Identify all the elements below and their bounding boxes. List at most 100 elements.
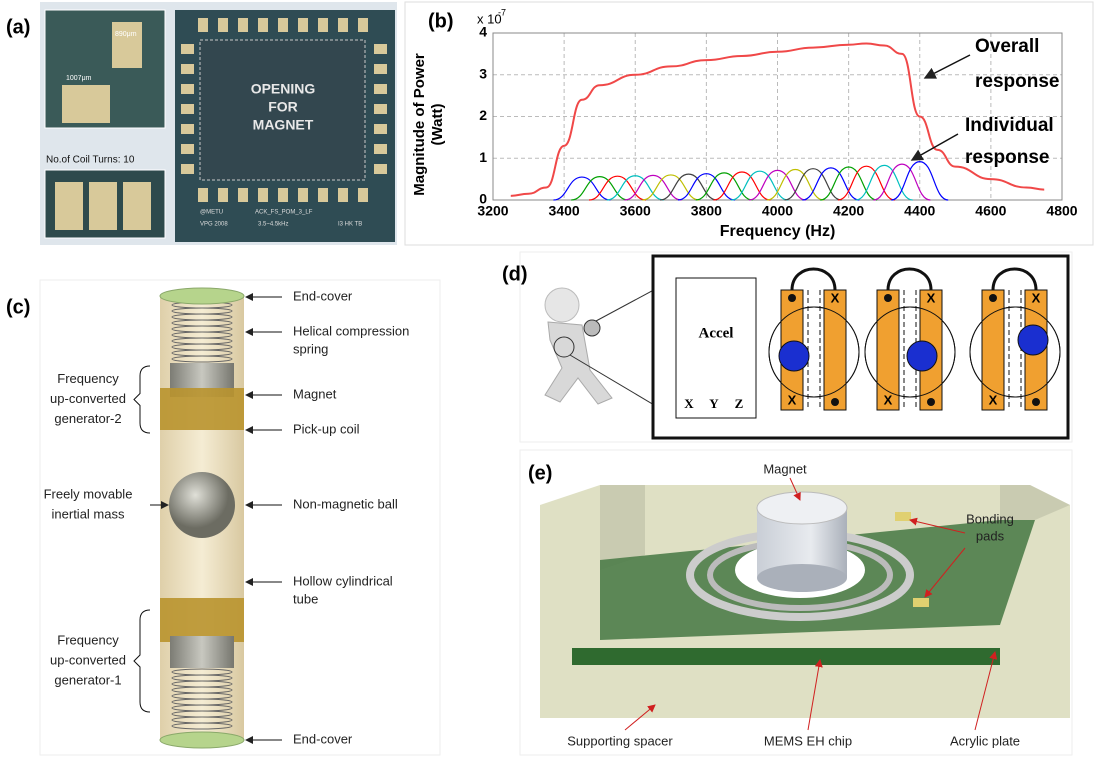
dot [1032,398,1040,406]
opening [199,39,366,181]
pad [278,188,288,202]
series-line [748,169,807,201]
wire [886,267,933,291]
coil-marker: X [831,290,840,305]
axis-letter: Z [735,396,744,411]
coil-turns: No.of Coil Turns: 10 [46,155,135,166]
pad [374,104,387,114]
y-tick-label: 4 [479,24,487,40]
panel-frame [404,1,1094,246]
bracket [133,609,151,713]
series-line [820,166,878,201]
axis-letter: X [684,396,694,411]
annotation-arrow [910,133,959,161]
arrow [974,651,998,731]
x-tick-label: 3400 [549,203,580,219]
panel-d: Accel X Y Z (d) X X X X X X [502,251,1073,443]
arrow [924,547,966,598]
coil-marker: X [927,290,936,305]
coil [160,598,244,642]
pad [374,84,387,94]
label: Frequency [57,371,119,386]
chip-mark: @METU [200,210,223,216]
series-line [624,174,682,201]
axis-letter: Y [709,396,719,411]
series-line [873,163,931,201]
magnet-base [757,564,847,592]
coil-circle [864,306,956,398]
label: Bonding [966,511,1014,526]
y-tick-label: 3 [479,65,487,81]
coil-circle [768,306,860,398]
dot [884,294,892,302]
dim-label: 890μm [115,31,137,38]
bond-pad [895,512,911,521]
series-line [677,173,735,201]
chip-mark: I3 HK TB [338,222,362,228]
series-line [766,168,824,201]
panel-a: OPENING FOR MAGNET @METU ACK_FS_POM_3_LF… [6,2,397,245]
pad [198,188,208,202]
pad [298,18,308,32]
wire [991,267,1038,291]
label: Freely movable [44,486,133,501]
series-line [606,175,664,201]
labels: End-cover Helical compression spring Magnet… [44,288,410,746]
series-line [571,176,629,201]
x-tick-label: 4200 [833,203,864,219]
x-axis-label: Frequency (Hz) [720,223,836,240]
label: End-cover [293,288,353,303]
spring-turn [171,722,233,730]
panel-tag: (a) [6,16,30,38]
end-cover [159,731,245,749]
ball [169,472,235,538]
label: generator-2 [54,411,121,426]
dot [831,398,839,406]
pad [218,188,228,202]
x-tick-label: 4400 [904,203,935,219]
arrow [807,659,823,731]
pad [238,18,248,32]
coil-marker: X [989,392,998,407]
y-scale: x 10 [477,11,502,26]
panel-tag: (b) [428,10,454,32]
dot [788,294,796,302]
pad [181,84,194,94]
annotation: Overall [975,36,1039,57]
series-line [660,173,718,201]
pad [278,18,288,32]
panel-tag: (c) [6,296,30,318]
series-line [855,164,913,201]
magnet [170,636,234,668]
pad [218,18,228,32]
x-tick-label: 4000 [762,203,793,219]
arrow [789,477,801,501]
device [583,319,601,337]
label: pads [976,528,1005,543]
series-line [695,172,753,201]
pad [374,64,387,74]
x-tick-label: 4600 [975,203,1006,219]
magnet-ball [906,340,938,372]
y-axis-label: (Watt) [429,104,446,146]
spring-turn [171,355,233,363]
pad [181,64,194,74]
series-line [784,168,842,201]
wire [790,267,837,291]
pad [258,18,268,32]
chip-edge [572,648,1000,665]
y-tick-label: 0 [479,191,487,207]
runner-body [544,321,613,405]
dot [989,294,997,302]
series-line [713,171,771,201]
label: End-cover [293,731,353,746]
coil-pad [55,182,83,230]
accel: Accel [699,325,734,341]
series-line [731,170,789,201]
label: Helical compression [293,323,409,338]
series-line [510,42,1045,197]
y-axis-label: Magnitude of Power [411,53,428,196]
pad [318,188,328,202]
magnet-ball [1017,324,1049,356]
x-tick-label: 3200 [477,203,508,219]
